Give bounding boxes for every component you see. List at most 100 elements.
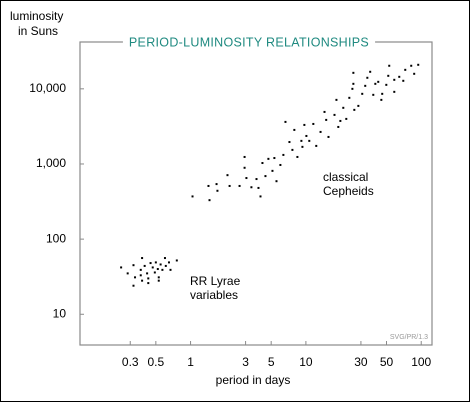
x-tick-label: 0.3 [122, 355, 139, 369]
data-point [132, 264, 135, 267]
data-point [284, 120, 287, 123]
data-point [413, 72, 416, 75]
data-point [216, 189, 219, 192]
data-point [153, 271, 156, 274]
data-point [352, 82, 355, 85]
data-point [191, 195, 194, 198]
data-point [226, 174, 229, 177]
data-point [372, 93, 375, 96]
plot-frame [79, 41, 433, 346]
data-point [141, 257, 144, 260]
data-point [366, 76, 369, 79]
data-point [388, 64, 391, 67]
title-background [122, 35, 376, 50]
data-point [369, 70, 372, 73]
data-point [267, 157, 270, 160]
data-point [357, 104, 360, 107]
data-point [169, 268, 172, 271]
data-point [325, 118, 328, 121]
data-point [410, 64, 413, 67]
data-point [291, 148, 294, 151]
data-point [279, 163, 282, 166]
data-point [312, 122, 315, 125]
annotation: RR Lyrae [190, 274, 241, 288]
data-point [301, 145, 304, 148]
data-point [352, 71, 355, 74]
data-point [157, 276, 160, 279]
y-tick-label: 10,000 [29, 81, 66, 95]
data-point [259, 195, 262, 198]
data-point [143, 264, 146, 267]
data-point [208, 199, 211, 202]
x-tick-label: 3 [242, 355, 249, 369]
data-point [245, 177, 248, 180]
data-point [164, 264, 167, 267]
data-point [243, 155, 246, 158]
data-point [264, 175, 267, 178]
data-point [134, 276, 137, 279]
data-point [305, 134, 308, 137]
data-point [228, 184, 231, 187]
data-point [333, 113, 336, 116]
data-point [364, 84, 367, 87]
data-point [398, 75, 401, 78]
data-point [157, 279, 160, 282]
data-point [255, 178, 258, 181]
data-point [293, 128, 296, 131]
data-point [339, 119, 342, 122]
data-point [147, 277, 150, 280]
data-point [303, 123, 306, 126]
x-tick-label: 0.5 [147, 355, 164, 369]
data-point [361, 92, 364, 95]
data-point [380, 98, 383, 101]
data-point [273, 157, 276, 160]
data-point [120, 266, 123, 269]
x-tick-label: 1 [187, 355, 194, 369]
data-point [374, 82, 377, 85]
data-point [141, 279, 144, 282]
x-tick-label: 5 [268, 355, 275, 369]
data-point [257, 186, 260, 189]
data-point [126, 272, 129, 275]
y-tick-label: 100 [46, 231, 66, 245]
x-tick-label: 10 [299, 355, 313, 369]
data-point [132, 284, 135, 287]
data-point [207, 184, 210, 187]
data-point [243, 166, 246, 169]
credit: SVG/PR/1.3 [390, 334, 428, 341]
data-point [323, 110, 326, 113]
annotation: variables [190, 288, 238, 302]
y-axis-label: in Suns [18, 24, 58, 38]
data-point [377, 80, 380, 83]
annotation: classical [323, 170, 368, 184]
data-point [308, 139, 311, 142]
data-point [250, 186, 253, 189]
data-point [348, 96, 351, 99]
data-point [393, 78, 396, 81]
y-axis-label: luminosity [10, 9, 63, 23]
x-tick-label: 50 [380, 355, 394, 369]
data-point [288, 141, 291, 144]
data-point [335, 98, 338, 101]
data-point [385, 83, 388, 86]
y-tick-label: 1,000 [36, 156, 66, 170]
data-point [417, 63, 420, 66]
data-point [146, 272, 149, 275]
data-point [161, 268, 164, 271]
data-point [345, 117, 348, 120]
data-point [387, 74, 390, 77]
data-point [163, 257, 166, 260]
data-point [175, 259, 178, 262]
data-point [315, 144, 318, 147]
x-tick-label: 30 [354, 355, 368, 369]
data-point [381, 92, 384, 95]
data-point [151, 266, 154, 269]
data-point [296, 155, 299, 158]
data-point [319, 130, 322, 133]
data-point [353, 108, 356, 111]
data-point [149, 262, 152, 265]
data-point [404, 68, 407, 71]
chart-title: PERIOD-LUMINOSITY RELATIONSHIPS [129, 35, 369, 49]
